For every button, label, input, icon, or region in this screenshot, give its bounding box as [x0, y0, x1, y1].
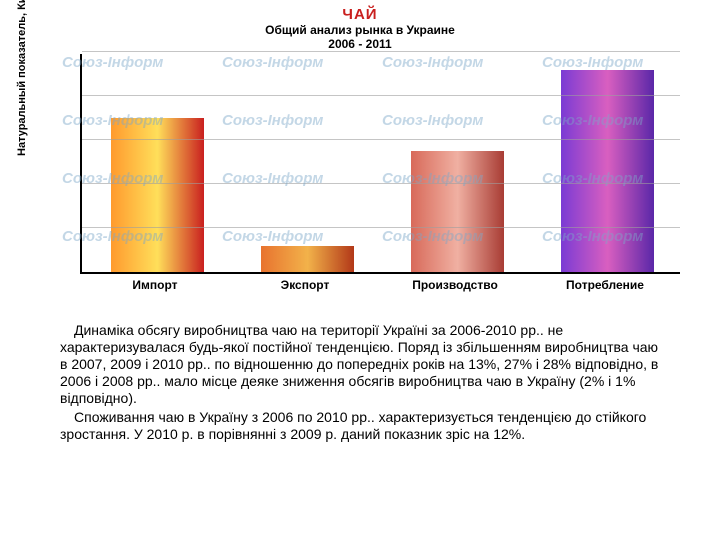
- bar: [561, 70, 654, 272]
- gridline: [82, 139, 680, 140]
- chart-area: ЧАЙ Общий анализ рынка в Украине2006 - 2…: [20, 6, 700, 306]
- chart-subtitle-line: 2006 - 2011: [265, 38, 455, 52]
- chart-title: ЧАЙ: [342, 6, 377, 23]
- category-label: Потребление: [530, 278, 680, 292]
- gridline: [82, 183, 680, 184]
- bar: [411, 151, 504, 272]
- category-label: Экспорт: [230, 278, 380, 292]
- page: ЧАЙ Общий анализ рынка в Украине2006 - 2…: [0, 0, 720, 540]
- chart-subtitle-line: Общий анализ рынка в Украине: [265, 24, 455, 38]
- gridline: [82, 51, 680, 52]
- body-text: Динаміка обсягу виробництва чаю на терит…: [60, 322, 660, 446]
- category-label: Производство: [380, 278, 530, 292]
- bar: [261, 246, 354, 272]
- bars-layer: [82, 54, 680, 272]
- y-axis-label: Натуральный показатель, Килограмм: [16, 0, 28, 156]
- paragraph: Споживання чаю в Україну з 2006 по 2010 …: [60, 409, 660, 443]
- category-label: Импорт: [80, 278, 230, 292]
- gridline: [82, 227, 680, 228]
- gridline: [82, 95, 680, 96]
- bar: [111, 118, 204, 272]
- plot-area: Союз-ІнформСоюз-ІнформСоюз-ІнформСоюз-Ін…: [80, 54, 680, 274]
- chart-subtitle: Общий анализ рынка в Украине2006 - 2011: [265, 24, 455, 52]
- paragraph: Динаміка обсягу виробництва чаю на терит…: [60, 322, 660, 407]
